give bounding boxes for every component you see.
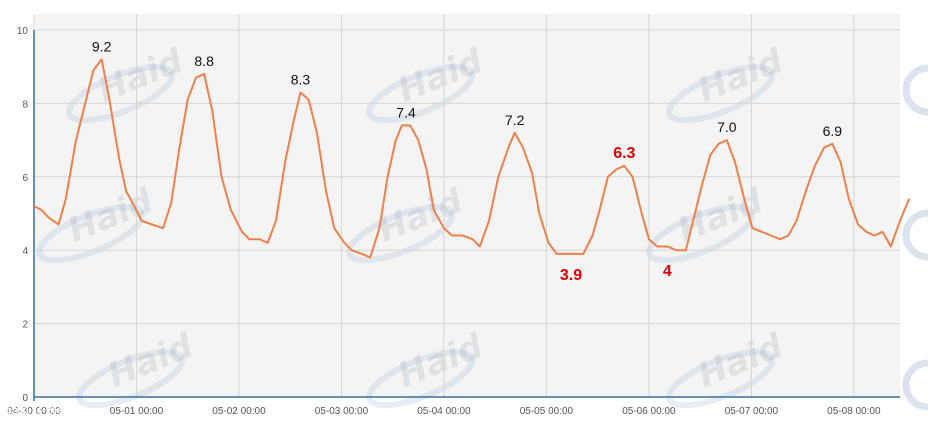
footer-watermark: 知乎 大数跨境 bbox=[6, 405, 82, 420]
y-axis-tick-labels: 0 2 4 6 8 10 bbox=[17, 26, 29, 404]
data-label: 9.2 bbox=[92, 38, 112, 54]
x-tick-label: 05-02 00:00 bbox=[212, 406, 266, 417]
peak-labels: 9.2 8.8 8.3 7.4 7.2 6.3 3.9 4 7.0 6.9 bbox=[92, 38, 842, 284]
y-tick-label: 8 bbox=[22, 99, 28, 110]
data-label: 6.9 bbox=[823, 123, 843, 139]
y-tick-label: 0 bbox=[22, 393, 28, 404]
x-tick-label: 04-30 00:00 bbox=[7, 406, 61, 417]
data-label: 6.3 bbox=[613, 145, 635, 162]
data-label: 3.9 bbox=[560, 267, 582, 284]
edge-decoration bbox=[902, 359, 929, 411]
edge-decoration bbox=[902, 64, 929, 116]
x-tick-label: 05-07 00:00 bbox=[725, 406, 779, 417]
x-tick-label: 05-08 00:00 bbox=[827, 406, 881, 417]
x-tick-label: 05-01 00:00 bbox=[110, 406, 164, 417]
x-tick-label: 05-06 00:00 bbox=[622, 406, 676, 417]
footer-watermark-text: 知乎 大数跨境 bbox=[6, 405, 82, 420]
series-line bbox=[33, 58, 911, 259]
y-tick-label: 2 bbox=[22, 320, 28, 331]
x-axis-tick-labels: 04-30 00:00 05-01 00:00 05-02 00:00 05-03 0… bbox=[7, 406, 881, 417]
x-tick-label: 05-05 00:00 bbox=[520, 406, 574, 417]
data-label: 8.3 bbox=[291, 71, 311, 87]
data-label: 4 bbox=[663, 263, 672, 280]
edge-decoration bbox=[902, 209, 929, 261]
y-tick-label: 4 bbox=[22, 246, 28, 257]
y-tick-label: 10 bbox=[17, 26, 29, 37]
x-tick-label: 05-04 00:00 bbox=[417, 406, 471, 417]
axes bbox=[33, 30, 900, 401]
y-tick-label: 6 bbox=[22, 173, 28, 184]
x-tick-label: 05-03 00:00 bbox=[315, 406, 369, 417]
data-label: 8.8 bbox=[194, 53, 214, 69]
data-label: 7.2 bbox=[505, 112, 525, 128]
data-label: 7.0 bbox=[717, 119, 737, 135]
series-layer bbox=[33, 58, 911, 259]
plot-background bbox=[34, 14, 900, 397]
data-label: 7.4 bbox=[396, 104, 416, 120]
